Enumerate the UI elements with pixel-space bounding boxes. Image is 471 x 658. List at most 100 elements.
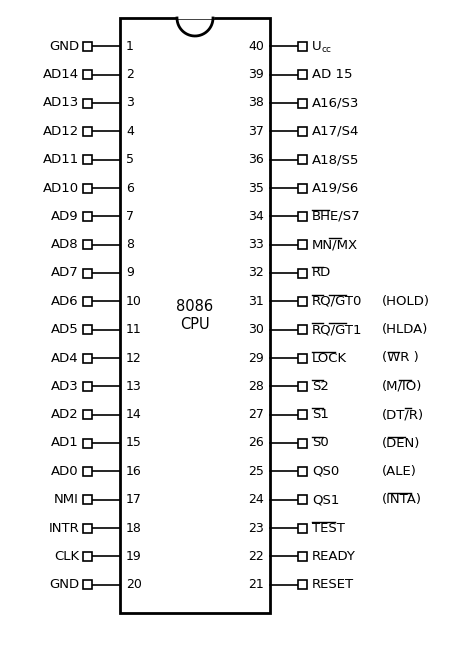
Text: (WR ): (WR ) (382, 351, 419, 365)
Text: 28: 28 (248, 380, 264, 393)
Text: 10: 10 (126, 295, 142, 308)
Bar (298, 524, 307, 532)
Bar (83, 552, 92, 561)
Text: 8086
CPU: 8086 CPU (177, 299, 213, 332)
Text: AD8: AD8 (51, 238, 79, 251)
Bar (83, 184, 92, 193)
Text: READY: READY (312, 550, 356, 563)
Text: U: U (312, 40, 322, 53)
Bar (298, 297, 307, 306)
Text: AD12: AD12 (43, 125, 79, 138)
Bar (83, 297, 92, 306)
Text: 12: 12 (126, 351, 142, 365)
Text: 23: 23 (248, 522, 264, 534)
Bar (83, 325, 92, 334)
Bar (298, 467, 307, 476)
Bar (298, 184, 307, 193)
Bar (120, 18, 270, 613)
Text: (DT/R): (DT/R) (382, 408, 424, 421)
Bar (298, 70, 307, 79)
Text: 38: 38 (248, 97, 264, 109)
Text: TEST: TEST (312, 522, 345, 534)
Bar (298, 353, 307, 363)
Text: 4: 4 (126, 125, 134, 138)
Text: 7: 7 (126, 210, 134, 223)
Text: 36: 36 (248, 153, 264, 166)
Bar (298, 240, 307, 249)
Text: 1: 1 (126, 40, 134, 53)
Text: AD11: AD11 (43, 153, 79, 166)
Bar (83, 70, 92, 79)
Bar (298, 212, 307, 221)
Text: 13: 13 (126, 380, 142, 393)
Text: 15: 15 (126, 436, 142, 449)
Text: A16/S3: A16/S3 (312, 97, 359, 109)
Text: AD4: AD4 (51, 351, 79, 365)
Text: 37: 37 (248, 125, 264, 138)
Bar (298, 268, 307, 278)
Text: QS1: QS1 (312, 493, 340, 506)
Text: 34: 34 (248, 210, 264, 223)
Text: RD: RD (312, 266, 331, 280)
Bar (83, 467, 92, 476)
Bar (83, 382, 92, 391)
Text: (INTA): (INTA) (382, 493, 422, 506)
Text: BHE/S7: BHE/S7 (312, 210, 361, 223)
Text: A17/S4: A17/S4 (312, 125, 359, 138)
Text: 40: 40 (248, 40, 264, 53)
Text: A18/S5: A18/S5 (312, 153, 359, 166)
Text: 22: 22 (248, 550, 264, 563)
Text: NMI: NMI (54, 493, 79, 506)
Bar (298, 410, 307, 419)
Text: 16: 16 (126, 465, 142, 478)
Text: 20: 20 (126, 578, 142, 591)
Text: S1: S1 (312, 408, 329, 421)
Text: 35: 35 (248, 182, 264, 195)
Bar (298, 552, 307, 561)
Text: 39: 39 (248, 68, 264, 81)
Text: 21: 21 (248, 578, 264, 591)
Text: AD10: AD10 (43, 182, 79, 195)
Text: (DEN): (DEN) (382, 436, 421, 449)
Bar (298, 325, 307, 334)
Text: 5: 5 (126, 153, 134, 166)
Text: AD0: AD0 (51, 465, 79, 478)
Bar (83, 524, 92, 532)
Bar (83, 99, 92, 107)
Bar (83, 268, 92, 278)
Text: cc: cc (322, 45, 332, 54)
Bar (83, 155, 92, 164)
Text: QS0: QS0 (312, 465, 339, 478)
Text: 26: 26 (248, 436, 264, 449)
Text: AD2: AD2 (51, 408, 79, 421)
Text: (HLDA): (HLDA) (382, 323, 429, 336)
Text: 9: 9 (126, 266, 134, 280)
Text: 24: 24 (248, 493, 264, 506)
Text: 3: 3 (126, 97, 134, 109)
Text: RQ/GT0: RQ/GT0 (312, 295, 362, 308)
Bar (298, 42, 307, 51)
Text: 33: 33 (248, 238, 264, 251)
Text: AD6: AD6 (51, 295, 79, 308)
Bar (83, 127, 92, 136)
Text: 2: 2 (126, 68, 134, 81)
Text: 25: 25 (248, 465, 264, 478)
Text: 19: 19 (126, 550, 142, 563)
Text: AD1: AD1 (51, 436, 79, 449)
Text: RQ/GT1: RQ/GT1 (312, 323, 363, 336)
Text: 27: 27 (248, 408, 264, 421)
Text: GND: GND (49, 578, 79, 591)
Text: 30: 30 (248, 323, 264, 336)
Bar (298, 127, 307, 136)
Text: 8: 8 (126, 238, 134, 251)
Text: AD9: AD9 (51, 210, 79, 223)
Text: AD7: AD7 (51, 266, 79, 280)
Bar (83, 42, 92, 51)
Bar (83, 580, 92, 589)
Text: AD3: AD3 (51, 380, 79, 393)
Bar (298, 495, 307, 504)
Text: 6: 6 (126, 182, 134, 195)
Text: GND: GND (49, 40, 79, 53)
Bar (83, 438, 92, 447)
Bar (298, 382, 307, 391)
